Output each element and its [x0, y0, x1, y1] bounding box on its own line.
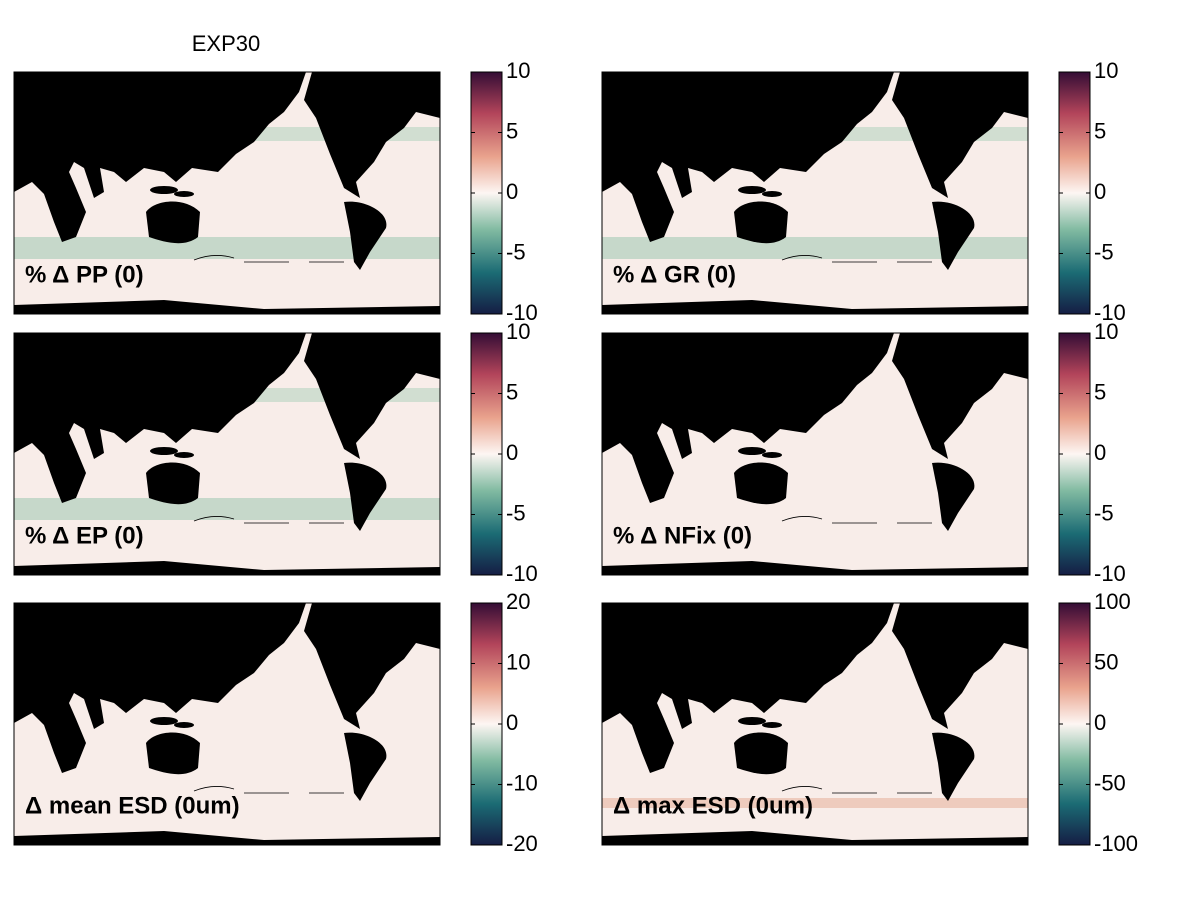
colorbar	[1058, 71, 1091, 315]
map-panel	[601, 71, 1029, 315]
colorbar-tick-label: -20	[506, 831, 538, 856]
map-frame	[601, 332, 1029, 576]
map-panel	[601, 602, 1029, 846]
figure-title: EXP30	[192, 31, 261, 56]
colorbar-tick-label: -5	[506, 239, 526, 264]
colorbar-tick-label: 0	[506, 710, 518, 735]
map-frame	[13, 332, 441, 576]
map-panel	[13, 332, 441, 576]
colorbar-tick-label: 0	[1094, 440, 1106, 465]
colorbar-tick-label: 0	[1094, 179, 1106, 204]
colorbar-tick-label: 0	[1094, 710, 1106, 735]
map-panel	[13, 602, 441, 846]
colorbar-tick-label: -5	[506, 500, 526, 525]
colorbar-tick-label: -5	[1094, 239, 1114, 264]
ocean-band	[14, 237, 440, 259]
map-panel	[601, 332, 1029, 576]
panel-label: % Δ EP (0)	[25, 522, 144, 549]
map-frame	[13, 71, 441, 315]
colorbar-tick-label: -5	[1094, 500, 1114, 525]
colorbar-tick-label: 0	[506, 440, 518, 465]
colorbar	[470, 602, 503, 846]
colorbar-tick-label: 10	[506, 649, 530, 674]
colorbar-tick-label: -10	[1094, 300, 1126, 325]
map-frame	[13, 602, 441, 846]
panel-label: Δ mean ESD (0um)	[25, 792, 240, 819]
colorbar-tick-label: -10	[1094, 561, 1126, 586]
colorbar-tick-label: -50	[1094, 770, 1126, 795]
colorbar-tick-label: -10	[506, 770, 538, 795]
ocean-band	[602, 798, 1028, 808]
panel-label: % Δ GR (0)	[613, 261, 736, 288]
colorbar-tick-label: 5	[1094, 118, 1106, 143]
ocean-band	[602, 237, 1028, 259]
panel-label: % Δ PP (0)	[25, 261, 144, 288]
colorbar-tick-label: 5	[506, 118, 518, 143]
ocean-band	[14, 498, 440, 520]
colorbar-tick-label: 5	[1094, 379, 1106, 404]
colorbar	[1058, 332, 1091, 576]
colorbar-tick-label: 0	[506, 179, 518, 204]
panel-label: Δ max ESD (0um)	[613, 792, 813, 819]
colorbar-tick-label: -100	[1094, 831, 1138, 856]
colorbar-tick-label: 5	[506, 379, 518, 404]
colorbar-tick-label: 50	[1094, 649, 1118, 674]
colorbar-tick-label: -10	[506, 300, 538, 325]
colorbar	[470, 71, 503, 315]
map-panel	[13, 71, 441, 315]
colorbar-tick-label: 10	[506, 319, 530, 344]
colorbar-tick-label: 10	[1094, 58, 1118, 83]
colorbar	[1058, 602, 1091, 846]
colorbar-tick-label: 10	[1094, 319, 1118, 344]
panel-label: % Δ NFix (0)	[613, 522, 752, 549]
colorbar-tick-label: -10	[506, 561, 538, 586]
map-frame	[601, 71, 1029, 315]
colorbar	[470, 332, 503, 576]
colorbar-tick-label: 20	[506, 589, 530, 614]
colorbar-tick-label: 10	[506, 58, 530, 83]
map-frame	[601, 602, 1029, 846]
colorbar-tick-label: 100	[1094, 589, 1131, 614]
